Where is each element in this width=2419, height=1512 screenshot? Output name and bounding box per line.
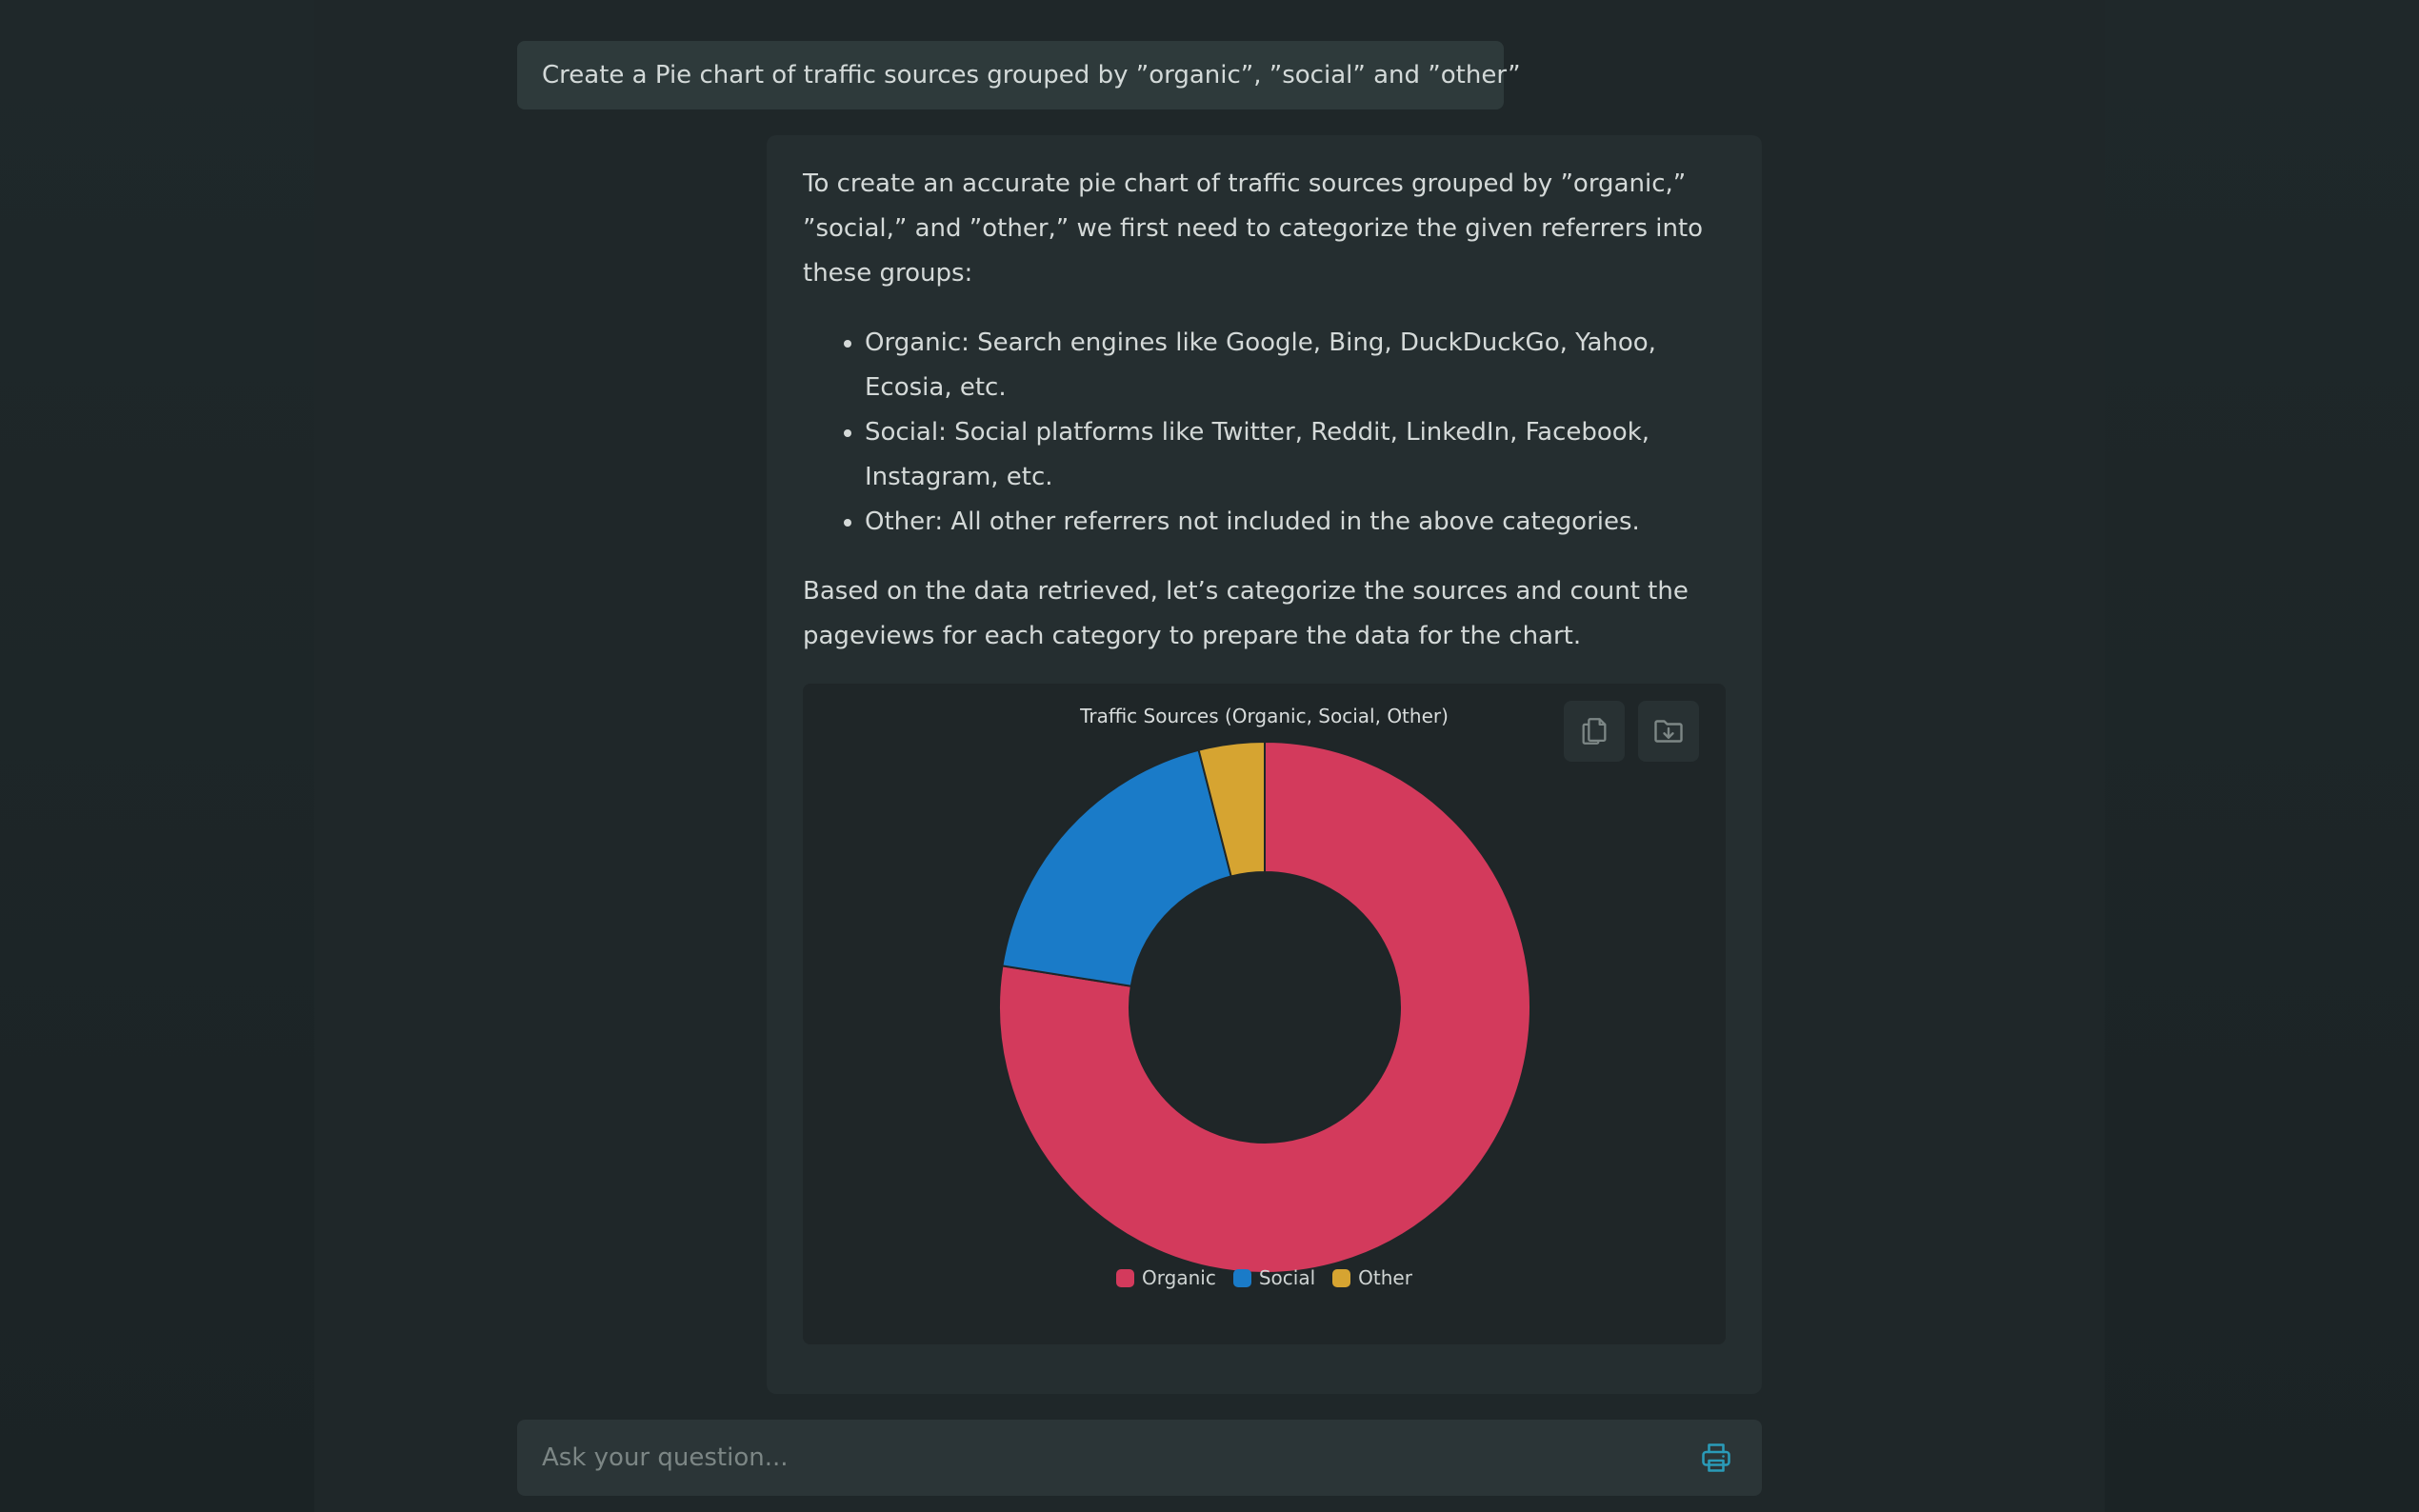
legend-item-other[interactable]: Other <box>1332 1266 1412 1289</box>
copy-icon <box>1582 718 1607 745</box>
background-right <box>2105 0 2419 1512</box>
answer-intro: To create an accurate pie chart of traff… <box>803 169 1704 288</box>
donut-chart <box>998 740 1531 1274</box>
category-list: Organic: Search engines like Google, Bin… <box>803 321 1727 545</box>
question-bar <box>517 1420 1762 1496</box>
donut-slice-organic[interactable] <box>998 740 1531 1274</box>
chart-legend: Organic Social Other <box>803 1266 1726 1289</box>
copy-chart-button[interactable] <box>1564 701 1625 762</box>
user-message-text: Create a Pie chart of traffic sources gr… <box>542 61 1521 90</box>
donut-slice-other[interactable] <box>1197 740 1266 878</box>
download-chart-button[interactable] <box>1638 701 1699 762</box>
legend-label-organic: Organic <box>1142 1266 1216 1289</box>
legend-label-other: Other <box>1358 1266 1412 1289</box>
printer-icon <box>1702 1443 1730 1472</box>
legend-swatch-social <box>1232 1268 1251 1287</box>
legend-swatch-other <box>1332 1268 1351 1287</box>
chart-panel: Traffic Sources (Organic, Social, Other)… <box>803 684 1726 1344</box>
legend-swatch-organic <box>1116 1268 1135 1287</box>
background-left <box>0 0 314 1512</box>
question-input[interactable] <box>540 1442 1693 1473</box>
category-item-organic: Organic: Search engines like Google, Bin… <box>865 321 1727 410</box>
download-folder-icon <box>1654 720 1683 743</box>
chart-title: Traffic Sources (Organic, Social, Other) <box>1080 705 1449 727</box>
legend-label-social: Social <box>1258 1266 1316 1289</box>
donut-slice-social[interactable] <box>1001 748 1232 987</box>
legend-item-organic[interactable]: Organic <box>1116 1266 1216 1289</box>
user-message-bubble: Create a Pie chart of traffic sources gr… <box>517 41 1521 109</box>
category-item-social: Social: Social platforms like Twitter, R… <box>865 410 1727 500</box>
assistant-message-card: To create an accurate pie chart of traff… <box>767 135 1762 1394</box>
legend-item-social[interactable]: Social <box>1232 1266 1316 1289</box>
assistant-answer: To create an accurate pie chart of traff… <box>803 162 1727 659</box>
send-button[interactable] <box>1693 1435 1739 1481</box>
answer-outro: Based on the data retrieved, let’s categ… <box>803 577 1689 650</box>
category-item-other: Other: All other referrers not included … <box>865 500 1727 545</box>
